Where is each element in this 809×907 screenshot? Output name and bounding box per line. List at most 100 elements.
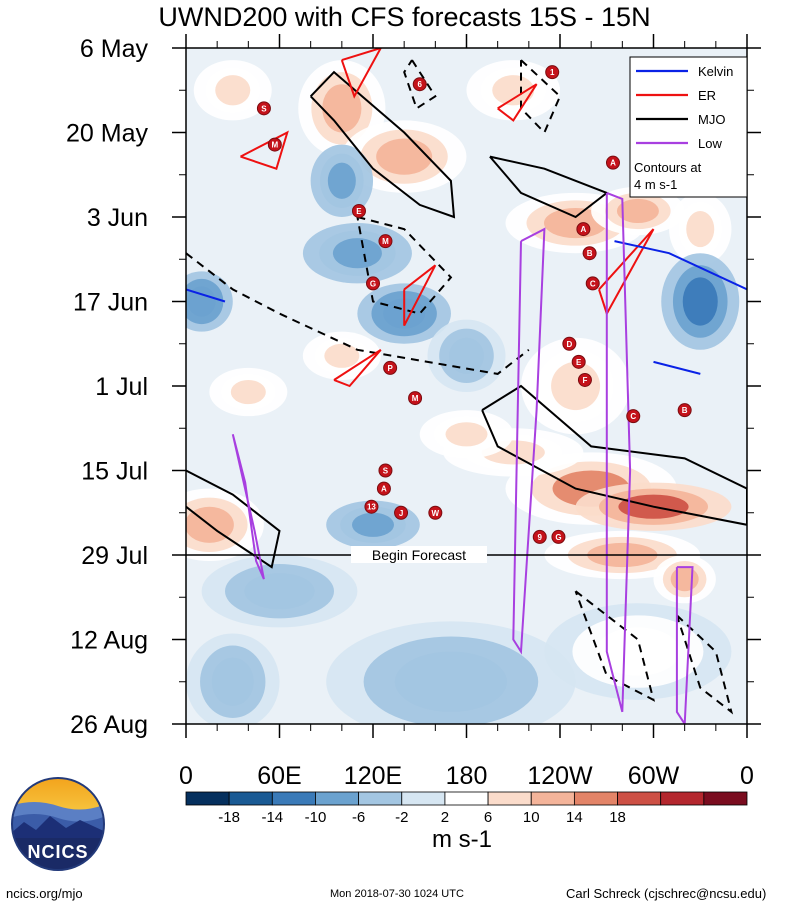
storm-marker (545, 65, 560, 80)
storm-label: M (271, 141, 278, 150)
anomaly-cell (616, 198, 659, 224)
er-contour (240, 130, 289, 170)
x-axis: 0 60E 120E 180 120W 60W 0 (179, 34, 754, 790)
legend-note: Contours at (634, 160, 702, 175)
anomaly-cell (187, 286, 216, 317)
storm-marker (256, 101, 271, 116)
storm-label: W (432, 509, 440, 518)
colorbar-label: 6 (484, 809, 492, 826)
storm-marker (378, 463, 393, 478)
storm-label: G (555, 533, 561, 542)
storm-label: 9 (538, 533, 543, 542)
anomaly-cell (682, 277, 718, 326)
y-tick-label: 20 May (66, 120, 148, 148)
x-tick-label: 120W (527, 762, 593, 790)
colorbar-cell (703, 791, 748, 806)
y-axis: 6 May 20 May 3 Jun 17 Jun 1 Jul 15 Jul 29 Jul 1… (66, 35, 761, 739)
forecast-line-group: Begin Forecast (186, 546, 747, 563)
colorbar-label: -14 (261, 809, 283, 826)
storm-label: F (582, 376, 587, 385)
anomaly-cell (244, 573, 315, 610)
colorbar-label: -18 (218, 809, 240, 826)
y-tick-label: 17 Jun (73, 289, 148, 317)
kelvin-contour (653, 360, 701, 375)
x-tick-label: 180 (446, 762, 488, 790)
anomaly-cell (352, 512, 394, 537)
storm-marker (267, 137, 282, 152)
x-tick-label: 0 (740, 762, 754, 790)
colorbar-cell (617, 791, 662, 806)
storm-marker (605, 155, 620, 170)
colorbar-cell (358, 791, 403, 806)
footer-author: Carl Schreck (cjschrec@ncsu.edu) (566, 886, 767, 901)
colorbar-label: 2 (441, 809, 449, 826)
storm-marker (677, 403, 692, 418)
colorbar-cell (271, 791, 316, 806)
storm-label: B (682, 406, 688, 415)
er-contour (340, 48, 382, 99)
x-tick-label: 60W (628, 762, 680, 790)
legend-box (629, 56, 748, 198)
low-contour (231, 434, 265, 580)
storm-label: A (610, 159, 616, 168)
low-contour (675, 566, 694, 724)
anomaly-cell (322, 84, 362, 133)
anomaly-cell (492, 75, 535, 106)
storm-label: 1 (550, 68, 555, 77)
storm-label: A (381, 485, 387, 494)
colorbar-label: 14 (566, 809, 583, 826)
mjo-contour-dashed (520, 59, 562, 135)
colorbar-cell (401, 791, 446, 806)
storm-label: D (566, 340, 572, 349)
y-tick-label: 15 Jul (81, 458, 148, 486)
storm-label: A (580, 225, 586, 234)
kelvin-contour (186, 288, 226, 303)
colorbar-cell (444, 791, 489, 806)
x-tick-label: 120E (344, 762, 402, 790)
y-tick-label: 6 May (80, 35, 149, 63)
storm-marker (383, 360, 398, 375)
mjo-contour-dashed (403, 59, 437, 110)
x-tick-label: 0 (179, 762, 193, 790)
anomaly-cell (327, 162, 356, 199)
ncics-logo: NCICS (10, 776, 106, 872)
anomaly-cell (394, 651, 508, 712)
mjo-contour-dashed (675, 614, 734, 715)
colorbar-units: m s-1 (432, 826, 492, 853)
storm-marker (577, 372, 592, 387)
colorbar-cell (660, 791, 705, 806)
y-tick-label: 29 Jul (81, 542, 148, 570)
storm-label: M (382, 237, 389, 246)
storm-label: C (590, 279, 596, 288)
storm-label: C (630, 412, 636, 421)
colorbar-cell (185, 791, 230, 806)
logo-text: NCICS (27, 842, 89, 862)
storm-label: J (399, 509, 403, 518)
anomaly-cell (595, 627, 681, 676)
storm-label: S (383, 467, 389, 476)
storm-marker (412, 77, 427, 92)
low-contour (512, 227, 546, 655)
storm-marker (532, 529, 547, 544)
storm-label: E (356, 207, 362, 216)
storm-marker (408, 391, 423, 406)
storm-marker (571, 354, 586, 369)
anomaly-cell (230, 379, 266, 405)
colorbar-label: -6 (352, 809, 365, 826)
storm-marker (582, 246, 597, 261)
x-tick-label: 60E (257, 762, 301, 790)
storm-marker (576, 222, 591, 237)
storm-marker (364, 499, 379, 514)
kelvin-contour (614, 240, 747, 291)
colorbar-label: -2 (395, 809, 408, 826)
mjo-contour (481, 384, 747, 526)
legend-label: Kelvin (698, 64, 733, 79)
wave-contours (186, 48, 747, 724)
anomaly-field (186, 60, 740, 724)
chart-title: UWND200 with CFS forecasts 15S - 15N (158, 2, 651, 32)
mjo-contour (489, 155, 609, 219)
storm-marker (551, 529, 566, 544)
storm-marker (351, 203, 366, 218)
